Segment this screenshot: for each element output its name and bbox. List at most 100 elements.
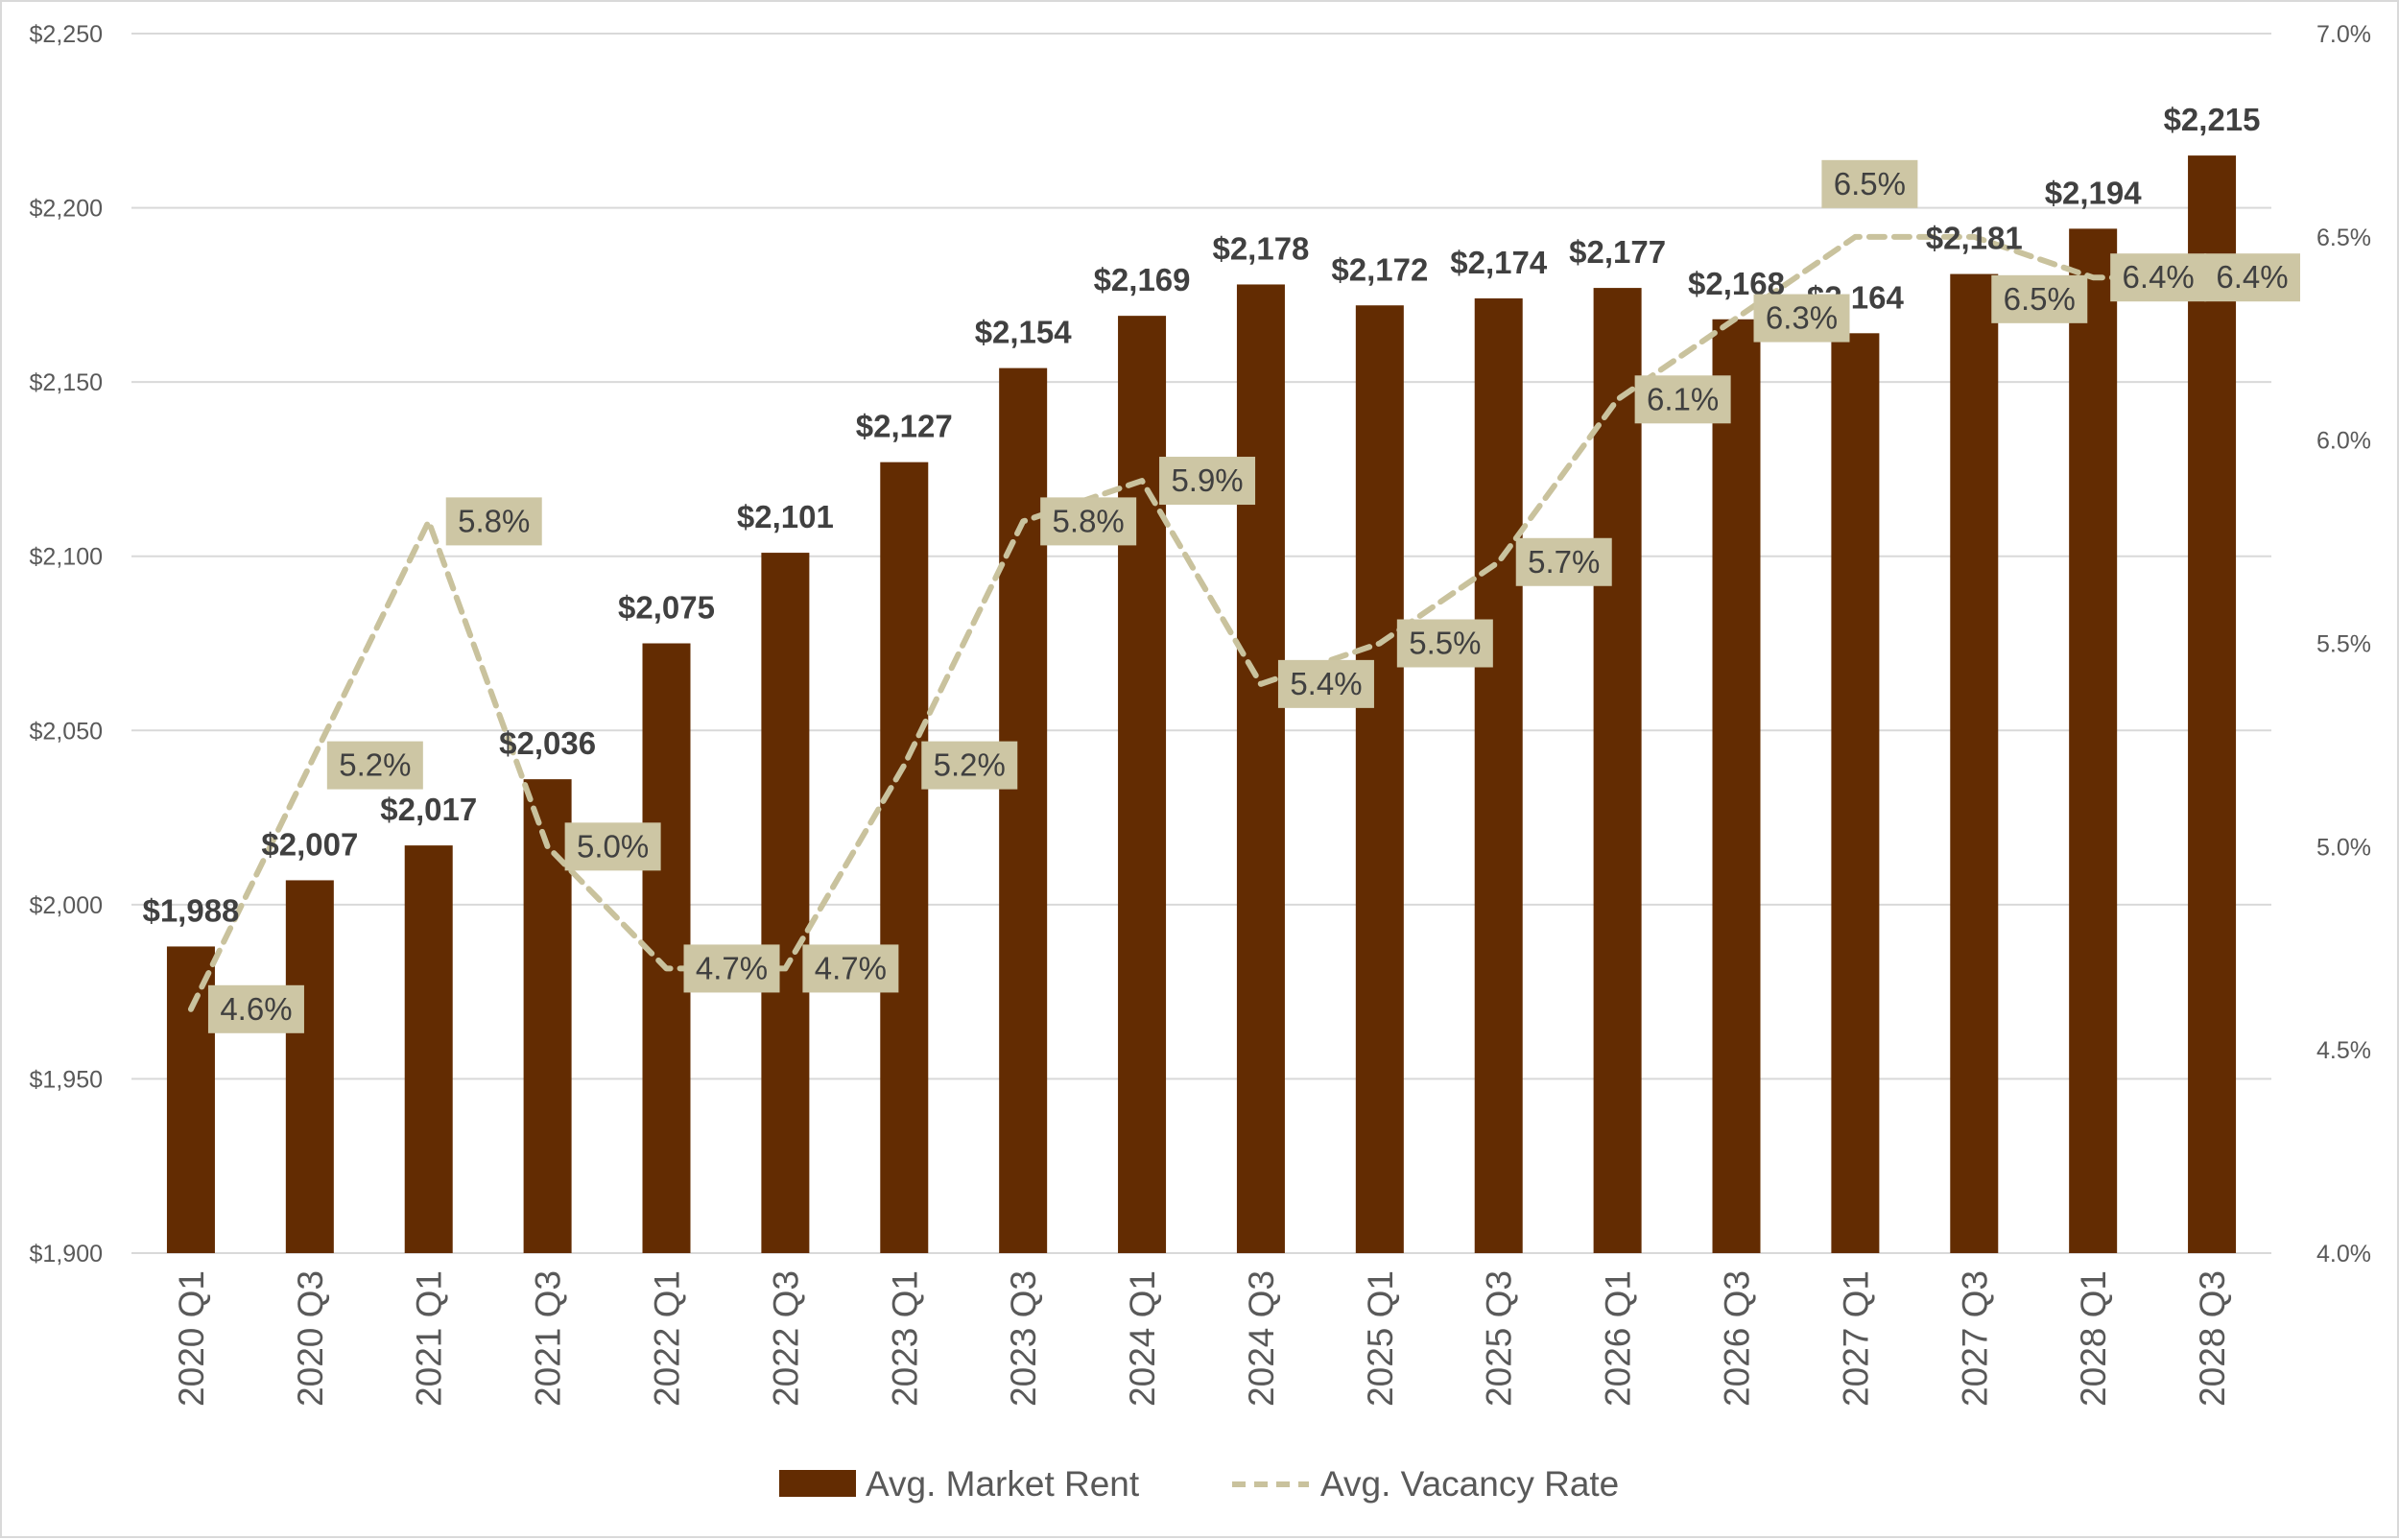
rent-bar bbox=[1355, 305, 1404, 1253]
x-axis-ticks: 2020 Q1 2020 Q3 2021 Q1 2021 Q3 2022 Q1 2022 … bbox=[172, 1270, 2232, 1407]
rent-bar bbox=[761, 553, 810, 1253]
vacancy-label: 6.4% bbox=[2216, 259, 2288, 295]
vacancy-label-box bbox=[2204, 253, 2300, 302]
left-tick-label: $1,900 bbox=[30, 1241, 103, 1268]
x-tick-label: 2027 Q1 bbox=[1836, 1270, 1875, 1407]
vacancy-series-line bbox=[187, 233, 2216, 1012]
vacancy-label-box bbox=[326, 741, 423, 790]
right-tick-label: 5.5% bbox=[2316, 631, 2371, 658]
rent-bar bbox=[1950, 273, 1999, 1253]
right-tick-label: 4.0% bbox=[2316, 1241, 2371, 1268]
rent-bar bbox=[285, 880, 334, 1253]
rent-bar bbox=[2069, 228, 2118, 1254]
vacancy-label: 5.7% bbox=[1528, 544, 1600, 580]
vacancy-label-box bbox=[1159, 457, 1256, 506]
x-tick-label: 2027 Q3 bbox=[1955, 1270, 1994, 1407]
rent-bar-label: $2,215 bbox=[2164, 102, 2261, 137]
x-tick-label: 2028 Q3 bbox=[2193, 1270, 2232, 1407]
x-tick-label: 2021 Q3 bbox=[529, 1270, 568, 1407]
vacancy-label-box bbox=[921, 741, 1018, 790]
x-tick-label: 2023 Q3 bbox=[1004, 1270, 1043, 1407]
right-tick-label: 7.0% bbox=[2316, 21, 2371, 48]
vacancy-data-labels: 4.6% 5.2% 5.8% 5.0% 4.7% 4.7% 5.2% 5.8% 5.9% 5.4%… bbox=[207, 159, 2300, 1033]
rent-bar bbox=[1593, 288, 1642, 1253]
gridlines bbox=[131, 33, 2271, 1254]
rent-bar bbox=[404, 845, 453, 1253]
vacancy-label-box bbox=[1991, 274, 2088, 323]
right-tick-label: 5.0% bbox=[2316, 834, 2371, 861]
rent-bar bbox=[1712, 319, 1761, 1254]
vacancy-label: 4.7% bbox=[696, 950, 768, 985]
left-axis-ticks: $1,900 $1,950 $2,000 $2,050 $2,100 $2,150 $2,2… bbox=[30, 21, 103, 1268]
x-tick-label: 2026 Q1 bbox=[1599, 1270, 1638, 1407]
rent-bar bbox=[523, 779, 572, 1253]
rent-bar-label: $2,127 bbox=[856, 409, 953, 444]
x-tick-label: 2020 Q3 bbox=[291, 1270, 330, 1407]
vacancy-label-box bbox=[445, 497, 542, 546]
x-tick-label: 2021 Q1 bbox=[410, 1270, 449, 1407]
left-tick-label: $2,100 bbox=[30, 544, 103, 571]
vacancy-label: 6.5% bbox=[1834, 166, 1906, 201]
vacancy-label-box bbox=[1515, 537, 1612, 586]
rent-bars bbox=[166, 155, 2237, 1254]
vacancy-label: 6.5% bbox=[2004, 281, 2076, 317]
rent-bar bbox=[1831, 333, 1880, 1253]
rent-bar-label: $2,036 bbox=[499, 725, 596, 761]
x-tick-label: 2022 Q3 bbox=[766, 1270, 805, 1407]
vacancy-label: 4.6% bbox=[220, 991, 292, 1027]
vacancy-label: 4.7% bbox=[815, 950, 887, 985]
vacancy-line bbox=[187, 233, 2216, 1012]
x-tick-label: 2025 Q3 bbox=[1480, 1270, 1519, 1407]
vacancy-label: 5.5% bbox=[1409, 626, 1481, 661]
left-tick-label: $2,150 bbox=[30, 369, 103, 396]
legend-label-vacancy: Avg. Vacancy Rate bbox=[1320, 1464, 1619, 1504]
vacancy-label-box bbox=[564, 822, 661, 871]
left-tick-label: $2,250 bbox=[30, 21, 103, 48]
rent-bar bbox=[2188, 155, 2237, 1254]
rent-bar-label: $2,154 bbox=[975, 315, 1073, 350]
x-tick-label: 2020 Q1 bbox=[172, 1270, 211, 1407]
rent-bar bbox=[1118, 316, 1167, 1253]
vacancy-label-box bbox=[207, 984, 304, 1033]
vacancy-label-box bbox=[1396, 619, 1493, 668]
rent-bar-label: $2,177 bbox=[1569, 234, 1666, 270]
rent-bar bbox=[999, 367, 1048, 1253]
vacancy-label: 5.4% bbox=[1290, 666, 1362, 701]
vacancy-label-box bbox=[1821, 159, 1918, 208]
vacancy-label-box bbox=[1634, 375, 1731, 424]
rent-bar-label: $2,172 bbox=[1331, 251, 1428, 287]
legend: Avg. Market Rent Avg. Vacancy Rate bbox=[779, 1464, 1619, 1504]
rent-bar bbox=[880, 462, 929, 1253]
left-tick-label: $2,200 bbox=[30, 196, 103, 223]
vacancy-label: 6.1% bbox=[1647, 381, 1719, 416]
rent-data-labels: $1,988 $2,007 $2,017 $2,036 $2,075 $2,101 $2,1… bbox=[142, 102, 2260, 928]
vacancy-label-box bbox=[1277, 659, 1374, 708]
rent-bar-label: $2,101 bbox=[737, 499, 834, 534]
right-tick-label: 6.5% bbox=[2316, 225, 2371, 251]
vacancy-label-box bbox=[1753, 294, 1850, 343]
left-tick-label: $1,950 bbox=[30, 1066, 103, 1093]
rent-bar-label: $1,988 bbox=[142, 892, 239, 928]
rent-bar-label: $2,194 bbox=[2045, 175, 2143, 210]
rent-bar-label: $2,178 bbox=[1212, 230, 1309, 266]
x-tick-label: 2026 Q3 bbox=[1718, 1270, 1757, 1407]
vacancy-label: 5.0% bbox=[577, 828, 649, 864]
x-tick-label: 2024 Q3 bbox=[1242, 1270, 1281, 1407]
vacancy-label: 5.2% bbox=[934, 747, 1006, 783]
legend-swatch-rent bbox=[779, 1470, 856, 1497]
vacancy-label-box bbox=[1040, 497, 1137, 546]
rent-bar-label: $2,174 bbox=[1450, 245, 1548, 280]
vacancy-label: 5.9% bbox=[1171, 462, 1243, 498]
vacancy-label: 5.2% bbox=[339, 747, 411, 783]
rent-bar bbox=[1236, 284, 1285, 1253]
right-tick-label: 6.0% bbox=[2316, 428, 2371, 455]
x-tick-label: 2022 Q1 bbox=[648, 1270, 687, 1407]
legend-label-rent: Avg. Market Rent bbox=[866, 1464, 1140, 1504]
vacancy-label: 5.8% bbox=[1053, 503, 1125, 538]
vacancy-label-box bbox=[802, 944, 899, 993]
vacancy-label: 6.4% bbox=[2123, 259, 2195, 295]
vacancy-label: 6.3% bbox=[1766, 300, 1838, 336]
x-tick-label: 2024 Q1 bbox=[1123, 1270, 1162, 1407]
